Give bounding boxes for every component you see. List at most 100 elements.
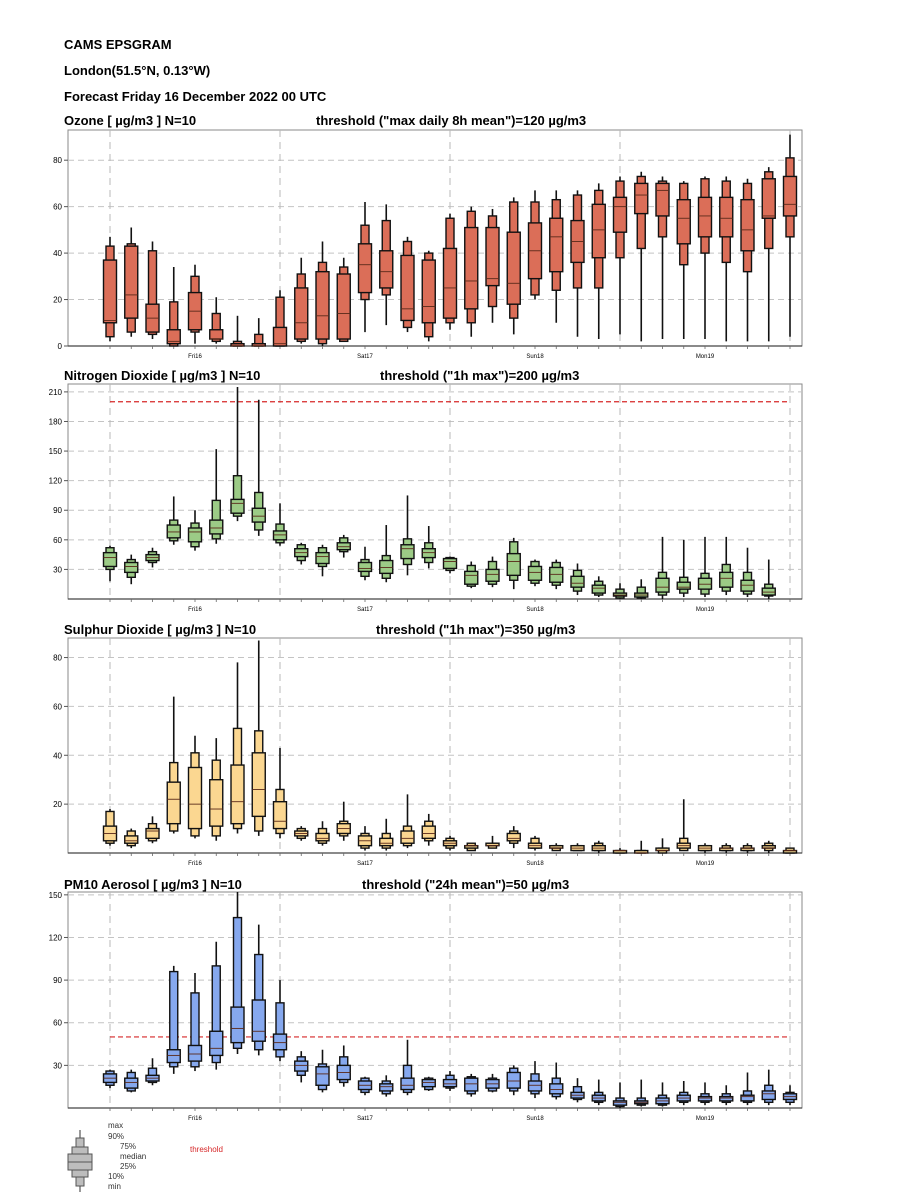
- pm10-box-p25-p75: [421, 1078, 436, 1088]
- no2-box-p25-p75: [464, 570, 479, 585]
- no2-box: [634, 579, 649, 599]
- legend-median: median: [120, 1152, 147, 1161]
- so2-box-p25-p75: [506, 832, 521, 842]
- pm10-panel-title: PM10 Aerosol [ µg/m3 ] N=10: [64, 877, 242, 892]
- ozone-day-label: Mon19: [696, 354, 715, 360]
- so2-day-label: Sun18: [526, 861, 544, 867]
- ozone-box: [336, 257, 351, 343]
- ozone-box-p25-p75: [676, 198, 691, 245]
- pm10-box: [400, 1039, 415, 1096]
- ozone-box: [591, 183, 606, 340]
- pm10-box: [549, 1062, 564, 1100]
- ozone-box-p25-p75: [124, 245, 139, 319]
- ozone-box-p25-p75: [464, 226, 479, 310]
- no2-box-p25-p75: [379, 559, 394, 575]
- no2-box: [506, 537, 521, 590]
- pm10-box: [230, 892, 245, 1054]
- ozone-box: [570, 190, 585, 337]
- no2-box: [697, 536, 713, 598]
- no2-box-p25-p75: [442, 557, 458, 570]
- so2-box: [740, 843, 755, 853]
- pm10-box: [272, 980, 288, 1062]
- ozone-box-p25-p75: [442, 247, 458, 319]
- no2-box-p25-p75: [272, 530, 288, 541]
- ozone-box: [655, 176, 670, 340]
- so2-box: [442, 835, 458, 851]
- ozone-box: [761, 167, 776, 342]
- pm10-box-p25-p75: [294, 1060, 309, 1072]
- no2-box: [464, 561, 479, 589]
- no2-box-p25-p75: [591, 584, 606, 594]
- no2-plot-frame: [67, 383, 803, 600]
- pm10-box-p25-p75: [549, 1083, 564, 1095]
- product-title: CAMS EPSGRAM: [64, 37, 172, 52]
- ozone-box-p25-p75: [294, 287, 309, 340]
- pm10-box: [761, 1069, 776, 1106]
- pm10-box: [634, 1079, 649, 1107]
- no2-box-p25-p75: [485, 568, 500, 582]
- pm10-box-p10-p90: [169, 970, 179, 1068]
- so2-box-p25-p75: [272, 800, 288, 830]
- no2-panel-title: Nitrogen Dioxide [ µg/m3 ] N=10: [64, 368, 261, 383]
- pm10-box-p25-p75: [230, 1006, 245, 1044]
- pm10-box: [251, 924, 266, 1056]
- no2-box: [740, 547, 755, 598]
- no2-box-p25-p75: [719, 571, 734, 588]
- pm10-box-p25-p75: [527, 1080, 543, 1092]
- so2-box: [697, 843, 713, 853]
- ozone-box-p25-p75: [591, 203, 606, 259]
- pm10-box: [421, 1076, 436, 1091]
- ozone-ytick-label: 0: [58, 342, 63, 351]
- so2-threshold-label: threshold ("1h max")=350 µg/m3: [376, 622, 576, 637]
- no2-box: [166, 496, 181, 545]
- so2-box: [506, 826, 521, 849]
- no2-box-p25-p75: [187, 527, 203, 543]
- no2-box: [315, 544, 330, 577]
- pm10-day-label: Fri16: [188, 1116, 202, 1122]
- pm10-box: [124, 1069, 139, 1093]
- ozone-box: [209, 297, 224, 344]
- pm10-box: [379, 1075, 394, 1097]
- so2-box: [549, 843, 564, 852]
- ozone-box: [102, 236, 118, 342]
- no2-box: [357, 546, 373, 581]
- ozone-box: [315, 241, 330, 346]
- so2-box: [145, 816, 160, 844]
- no2-box-p25-p75: [761, 587, 776, 596]
- so2-box-p25-p75: [421, 825, 436, 840]
- no2-box: [421, 526, 436, 569]
- pm10-box: [655, 1082, 670, 1107]
- no2-day-label: Mon19: [696, 607, 715, 613]
- so2-box: [272, 747, 288, 839]
- no2-box-p25-p75: [230, 498, 245, 514]
- no2-box: [549, 559, 564, 590]
- ozone-box-p25-p75: [634, 182, 649, 215]
- no2-box: [124, 554, 139, 585]
- so2-box: [527, 835, 543, 851]
- ozone-box-p25-p75: [209, 329, 224, 340]
- ozone-box-p25-p75: [655, 182, 670, 217]
- legend-p10: 10%: [108, 1172, 125, 1181]
- ozone-box-p25-p75: [612, 196, 628, 233]
- ozone-box-p10-p90: [147, 250, 158, 336]
- no2-box-p25-p75: [209, 519, 224, 535]
- pm10-box: [591, 1079, 606, 1106]
- pm10-box: [719, 1085, 734, 1106]
- ozone-box: [187, 264, 203, 344]
- so2-box-p25-p75: [251, 752, 266, 818]
- no2-ytick-label: 90: [53, 506, 62, 515]
- no2-box: [145, 547, 160, 568]
- pm10-box: [442, 1071, 458, 1091]
- ozone-box-p25-p75: [697, 196, 713, 238]
- pm10-box: [315, 1049, 330, 1093]
- pm10-box: [740, 1072, 755, 1106]
- so2-box: [379, 818, 394, 851]
- legend-p75: 75%: [120, 1142, 137, 1151]
- pm10-box: [187, 973, 203, 1072]
- ozone-box: [464, 206, 479, 337]
- pm10-box-p25-p75: [251, 999, 266, 1042]
- no2-box: [187, 510, 203, 551]
- pm10-box-p10-p90: [232, 916, 243, 1050]
- pm10-box-p25-p75: [612, 1100, 628, 1106]
- ozone-box-p25-p75: [336, 273, 351, 340]
